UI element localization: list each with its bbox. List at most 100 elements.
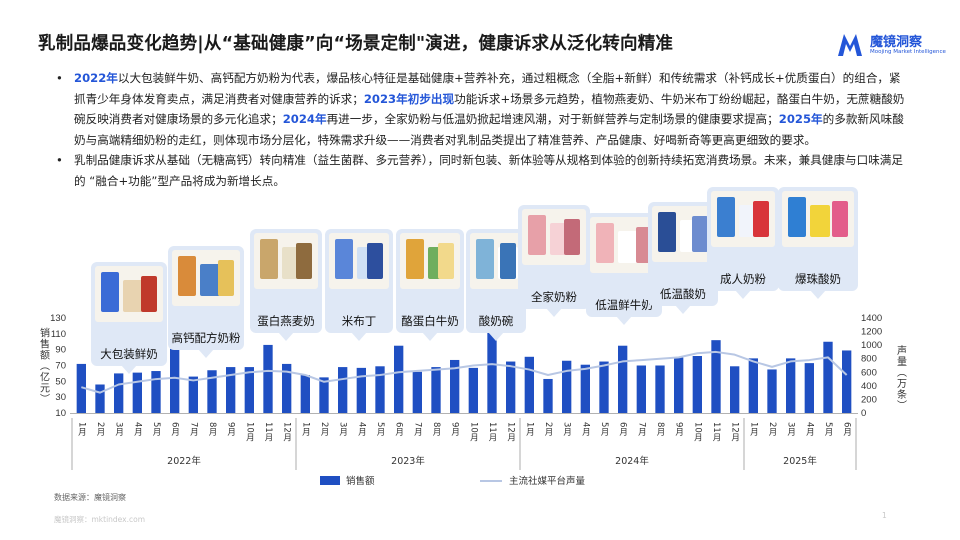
- product-image: [711, 191, 775, 247]
- product-image: [329, 233, 389, 289]
- footer-site: 魔镜洞察：mktindex.com: [54, 515, 146, 524]
- product-label: 低温鲜牛奶: [595, 298, 653, 312]
- sales-bar: [804, 363, 814, 413]
- sales-bar: [412, 371, 422, 413]
- callout-pointer: [488, 332, 504, 341]
- product-package-shape: [406, 239, 424, 279]
- x-month-label: 5月: [151, 422, 161, 437]
- x-month-label: 8月: [431, 422, 441, 437]
- callout-pointer: [735, 290, 751, 299]
- x-month-label: 12月: [282, 422, 292, 442]
- product-package-shape: [500, 243, 516, 279]
- x-month-label: 9月: [674, 422, 684, 437]
- body-text: 功能诉求+场景多元趋势，植物燕麦奶、牛奶米布丁纷纷崛起，酪蛋白牛奶，无蔗糖酸奶碗…: [74, 91, 905, 127]
- callout-pointer: [422, 332, 438, 341]
- y-right-tick: 400: [861, 381, 877, 392]
- product-label: 米布丁: [341, 314, 377, 328]
- sales-bar: [636, 365, 646, 413]
- y-left-tick: 90: [55, 345, 66, 356]
- sales-bar: [226, 367, 236, 413]
- bullet-dot: •: [56, 71, 63, 85]
- data-source: 数据来源：魔镜洞察: [54, 493, 126, 502]
- product-image: [470, 233, 522, 289]
- x-month-label: 9月: [226, 422, 236, 437]
- sales-bar: [114, 373, 124, 413]
- callout-pointer: [616, 316, 632, 325]
- legend-line-label: 主流社媒平台声量: [509, 475, 586, 487]
- sales-bar: [431, 367, 441, 413]
- x-month-label: 6月: [842, 422, 852, 437]
- logo-m-icon: [838, 34, 862, 56]
- bullet-dot: •: [56, 153, 63, 167]
- product-package-shape: [788, 197, 806, 237]
- x-month-label: 1月: [524, 422, 534, 437]
- x-month-label: 3月: [562, 422, 572, 437]
- bullet-paragraph: • 乳制品健康诉求从基础（无糖高钙）转向精准（益生菌群、多元营养），同时新包装、新…: [56, 150, 906, 191]
- product-callout: 低温酸奶: [648, 202, 718, 314]
- sales-bar: [748, 358, 758, 413]
- x-month-label: 5月: [823, 422, 833, 437]
- product-package-shape: [753, 201, 769, 237]
- sales-bar: [786, 358, 796, 413]
- y-right-tick: 1400: [861, 313, 882, 324]
- y-right-tick: 1200: [861, 327, 882, 338]
- product-package-shape: [123, 280, 143, 312]
- x-month-label: 10月: [468, 422, 478, 442]
- highlight-text: 2025年: [778, 112, 823, 126]
- y-left-tick: 110: [51, 329, 66, 340]
- x-month-label: 8月: [655, 422, 665, 437]
- y-left-tick: 30: [55, 392, 66, 403]
- sales-bar: [487, 327, 497, 413]
- sales-bar: [300, 375, 310, 413]
- page-title: 乳制品爆品变化趋势|从“基础健康”向“场景定制"演进，健康诉求从泛化转向精准: [38, 34, 674, 54]
- body-text: 乳制品健康诉求从基础（无糖高钙）转向精准（益生菌群、多元营养），同时新包装、新体…: [74, 153, 903, 188]
- product-image: [652, 206, 714, 262]
- product-package-shape: [596, 223, 614, 263]
- page-number: 1: [882, 511, 887, 520]
- sales-bar: [394, 345, 404, 413]
- product-label: 蛋白燕麦奶: [257, 314, 315, 328]
- x-month-label: 6月: [618, 422, 628, 437]
- body-text: 再进一步，全家奶粉与低温奶掀起增速风潮，对于新鲜营养与定制场景的健康要求提高；: [326, 112, 779, 126]
- product-label: 低温酸奶: [660, 287, 706, 301]
- logo-name-en: Moojing Market Intelligence: [870, 49, 946, 55]
- product-package-shape: [832, 201, 848, 237]
- x-month-label: 1月: [76, 422, 86, 437]
- sales-bar: [580, 364, 590, 413]
- sales-bar: [730, 366, 740, 413]
- sales-bar: [823, 341, 833, 413]
- product-label: 爆珠酸奶: [795, 272, 841, 286]
- x-month-label: 8月: [207, 422, 217, 437]
- sales-bar: [95, 384, 105, 413]
- sales-bar: [76, 363, 86, 413]
- product-callout: 爆珠酸奶: [778, 187, 858, 299]
- x-month-label: 4月: [132, 422, 142, 437]
- y-right-tick: 200: [861, 394, 877, 405]
- callout-pointer: [278, 332, 294, 341]
- product-image: [172, 250, 240, 306]
- callout-pointer: [675, 305, 691, 314]
- y-right-tick: 1000: [861, 340, 882, 351]
- product-package-shape: [141, 276, 157, 312]
- x-month-label: 6月: [394, 422, 404, 437]
- product-package-shape: [717, 197, 735, 237]
- x-month-label: 1月: [300, 422, 310, 437]
- x-month-label: 11月: [487, 422, 497, 442]
- year-label: 2023年: [391, 455, 425, 467]
- year-label: 2022年: [167, 455, 201, 467]
- x-month-label: 2月: [319, 422, 329, 437]
- product-image: [400, 233, 460, 289]
- sales-bar: [562, 360, 572, 413]
- x-month-label: 2月: [767, 422, 777, 437]
- product-callout: 酸奶碗: [466, 229, 526, 341]
- x-month-label: 7月: [636, 422, 646, 437]
- sales-bar: [468, 367, 478, 413]
- sales-bar: [338, 367, 348, 413]
- x-month-label: 12月: [506, 422, 516, 442]
- product-package-shape: [810, 205, 830, 237]
- product-package-shape: [367, 243, 383, 279]
- product-package-shape: [101, 272, 119, 312]
- sales-bar: [842, 350, 852, 413]
- sales-bar: [356, 367, 366, 413]
